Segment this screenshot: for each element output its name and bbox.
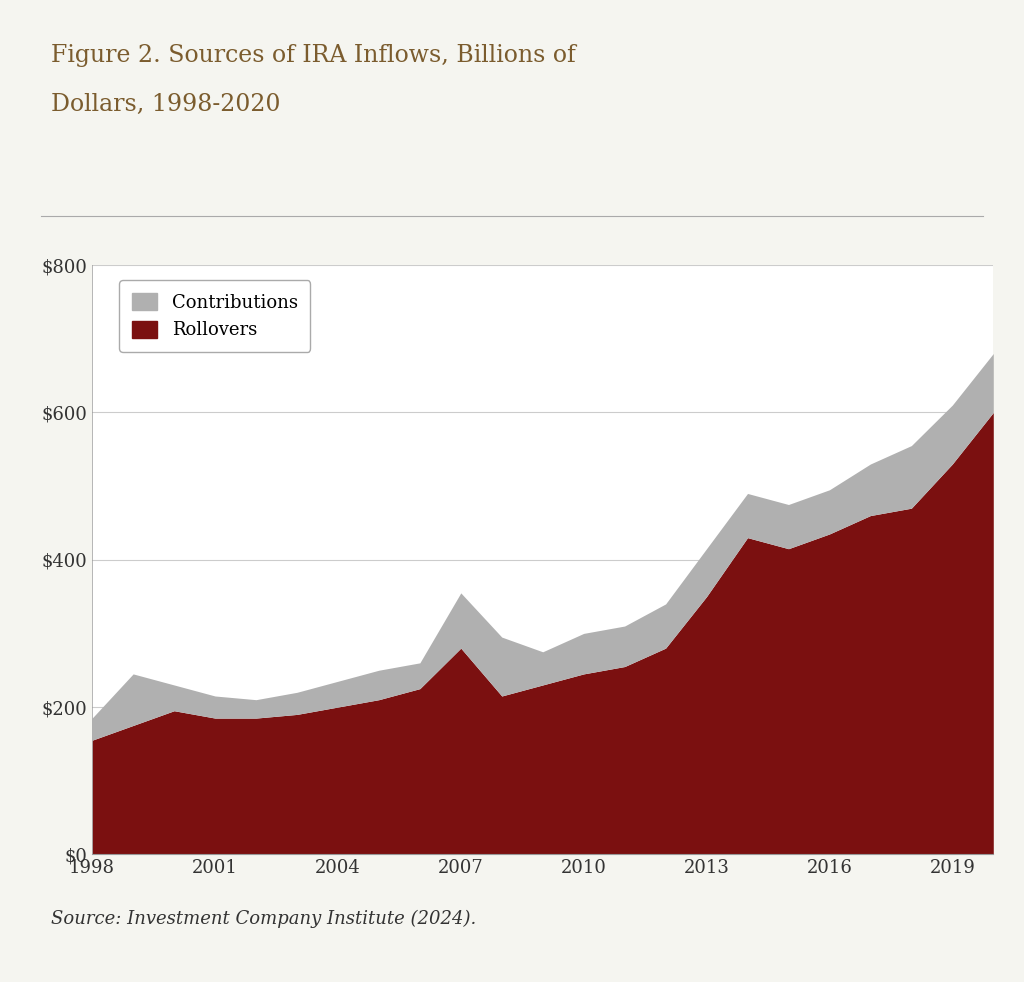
Text: Figure 2. Sources of IRA Inflows, Billions of: Figure 2. Sources of IRA Inflows, Billio… xyxy=(51,44,575,67)
Legend: Contributions, Rollovers: Contributions, Rollovers xyxy=(119,280,310,352)
Text: Dollars, 1998-2020: Dollars, 1998-2020 xyxy=(51,93,281,116)
Text: Source: Investment Company Institute (2024).: Source: Investment Company Institute (20… xyxy=(51,909,476,928)
